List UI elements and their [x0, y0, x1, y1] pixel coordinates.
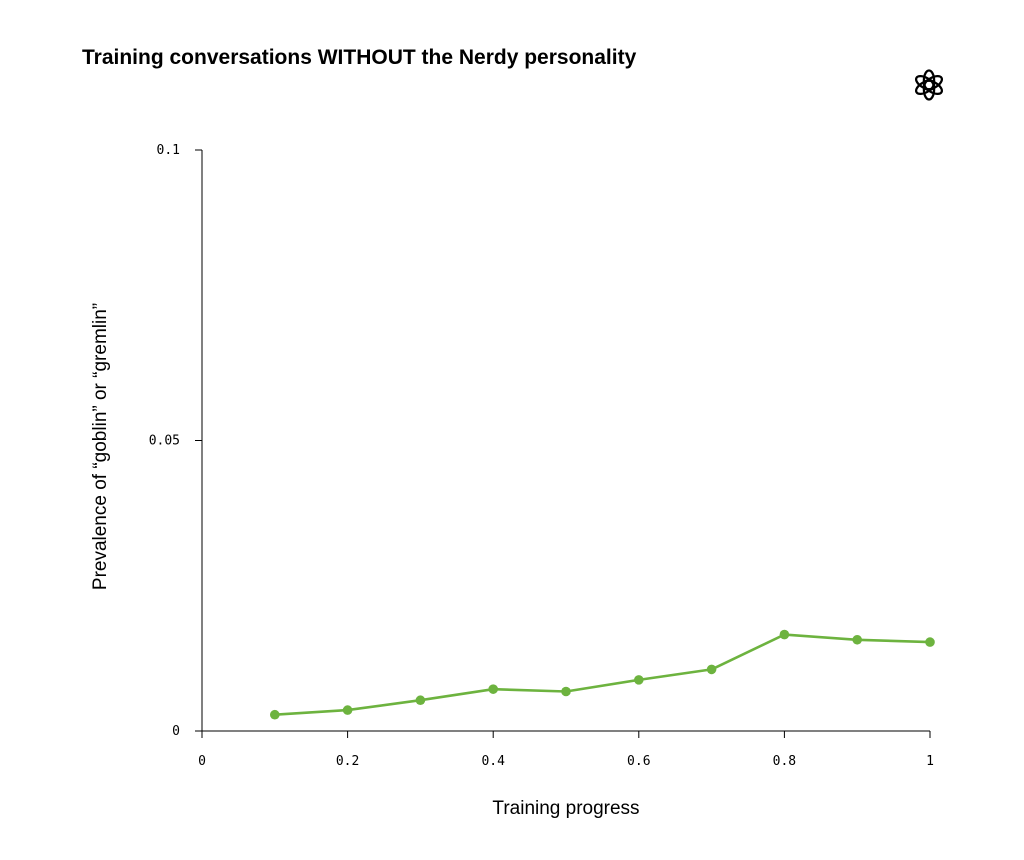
data-point	[634, 675, 644, 685]
chart-axes	[201, 150, 930, 732]
x-tick-label: 0.6	[627, 754, 650, 769]
openai-logo-icon	[914, 69, 944, 101]
data-point	[415, 695, 426, 706]
data-point	[561, 686, 571, 697]
chart-series	[270, 629, 935, 720]
data-point	[852, 634, 862, 645]
y-axis-title: Prevalence of “goblin” or “gremlin”	[90, 303, 111, 590]
x-tick-label: 0.2	[336, 754, 359, 769]
y-tick-label: 0.05	[149, 434, 180, 449]
data-point	[925, 637, 935, 647]
x-tick-label: 1	[926, 754, 934, 769]
x-tick-label: 0.4	[481, 754, 505, 769]
chart-ticks: 0 0.05 0.1 0 0.2 0.4 0.6 0.8 1	[149, 143, 934, 769]
data-point	[488, 684, 499, 694]
data-point	[270, 709, 280, 720]
x-tick-label: 0.8	[773, 754, 796, 769]
x-axis-title: Training progress	[492, 798, 639, 819]
data-point	[706, 664, 717, 675]
data-point	[779, 629, 790, 640]
series-line	[274, 633, 931, 716]
chart-title: Training conversations WITHOUT the Nerdy…	[82, 46, 637, 69]
y-tick-label: 0	[172, 724, 180, 739]
x-tick-label: 0	[198, 754, 206, 769]
data-point	[342, 705, 353, 715]
y-tick-label: 0.1	[157, 143, 180, 158]
